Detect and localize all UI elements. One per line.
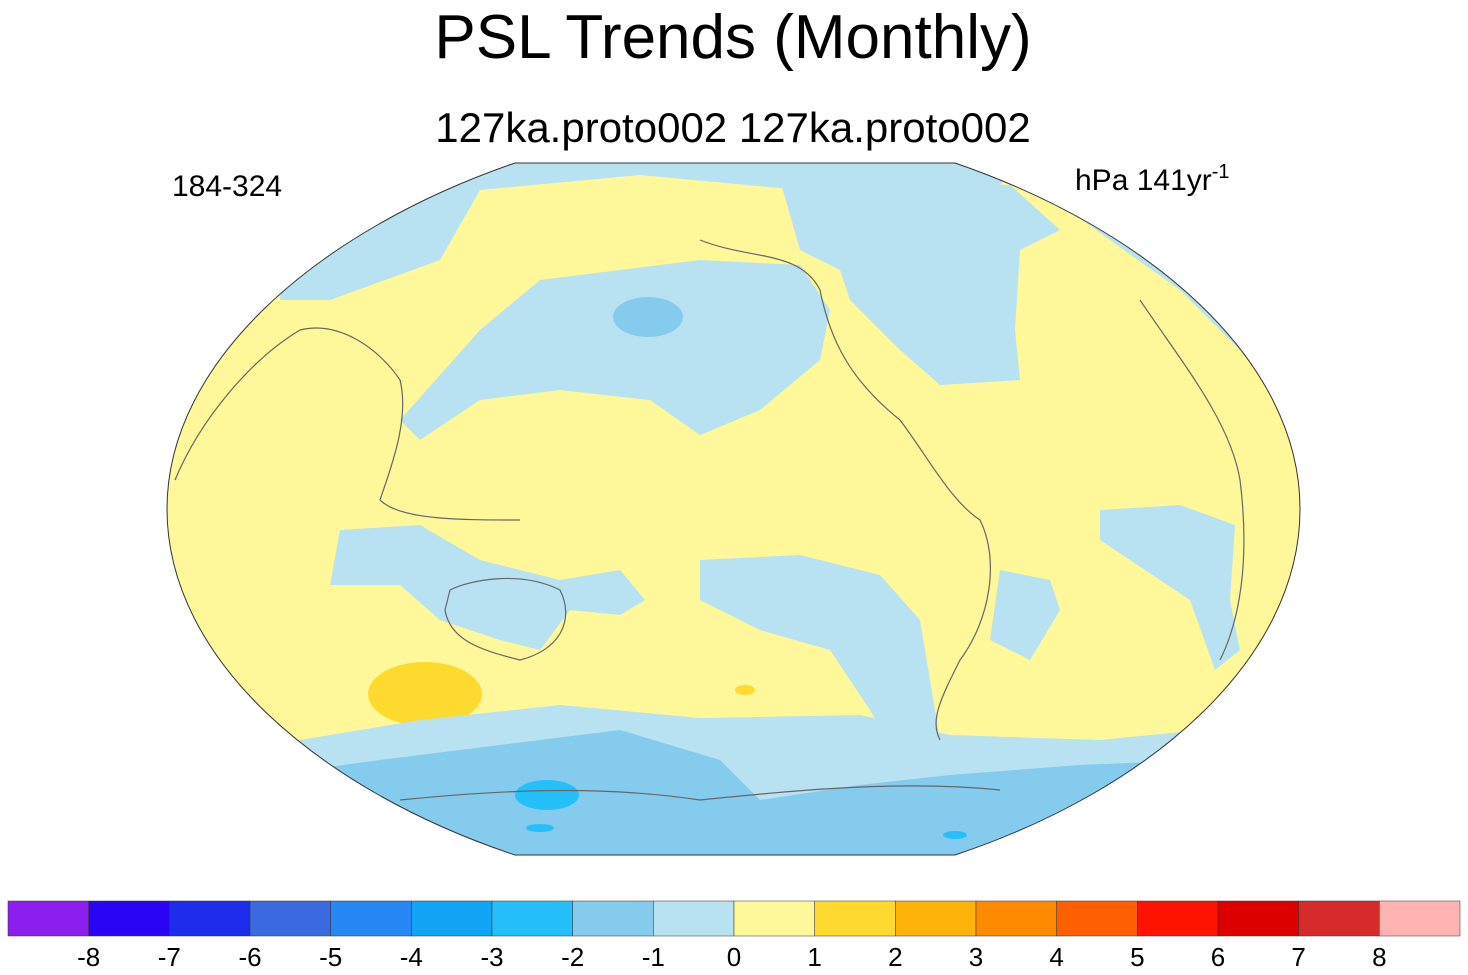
field-region <box>1100 505 1240 670</box>
field-region <box>700 555 940 760</box>
colorbar-box <box>653 900 735 937</box>
colorbar-box <box>975 900 1057 937</box>
colorbar-label: 4 <box>1049 942 1063 972</box>
colorbar-box <box>249 900 331 937</box>
colorbar-label: -4 <box>400 942 423 972</box>
colorbar-label: -7 <box>158 942 181 972</box>
field-region <box>280 163 1020 300</box>
field-region <box>990 570 1060 660</box>
colorbar-label: -3 <box>480 942 503 972</box>
field-region <box>526 824 554 832</box>
field-region <box>943 831 967 839</box>
left-label: 184-324 <box>172 170 282 203</box>
colorbar-box <box>491 900 573 937</box>
colorbar-label: 5 <box>1130 942 1144 972</box>
field-region <box>330 525 645 650</box>
colorbar-box <box>895 900 977 937</box>
colorbar: -8 -7 -6 -5 -4 -3 -2 -1 0 1 2 3 4 5 6 7 8 <box>7 900 1461 972</box>
field-region <box>368 662 482 726</box>
field-region <box>400 260 830 440</box>
colorbar-box <box>1056 900 1138 937</box>
subtitle: 127ka.proto002 127ka.proto002 <box>435 104 1031 151</box>
units-text: hPa 141yr <box>1075 164 1212 197</box>
colorbar-label: -8 <box>77 942 100 972</box>
map <box>167 163 1300 855</box>
units-superscript: -1 <box>1212 161 1230 183</box>
coastlines <box>174 239 1245 801</box>
field-region <box>735 685 755 695</box>
colorbar-label: 0 <box>727 942 741 972</box>
colorbar-box <box>411 900 493 937</box>
map-outline <box>166 162 1301 856</box>
colorbar-label: 3 <box>969 942 983 972</box>
units-label: hPa 141yr-1 <box>1075 161 1230 197</box>
title: PSL Trends (Monthly) <box>434 3 1031 72</box>
field-region <box>613 297 683 337</box>
colorbar-box <box>330 900 412 937</box>
colorbar-box <box>733 900 815 937</box>
field-region <box>167 730 1300 855</box>
colorbar-label: 6 <box>1211 942 1225 972</box>
colorbar-box <box>169 900 251 937</box>
colorbar-label: 8 <box>1372 942 1386 972</box>
colorbar-box <box>88 900 170 937</box>
colorbar-box <box>814 900 896 937</box>
field-region <box>780 180 1060 385</box>
colorbar-label: 7 <box>1291 942 1305 972</box>
colorbar-label: -2 <box>561 942 584 972</box>
colorbar-label: 2 <box>888 942 902 972</box>
colorbar-box <box>7 900 89 937</box>
colorbar-box <box>1298 900 1380 937</box>
colorbar-label: -5 <box>319 942 342 972</box>
colorbar-label: -1 <box>642 942 665 972</box>
colorbar-label: -6 <box>238 942 261 972</box>
colorbar-box <box>1137 900 1219 937</box>
colorbar-box <box>1379 900 1461 937</box>
colorbar-box <box>1217 900 1299 937</box>
colorbar-box <box>572 900 654 937</box>
colorbar-label: 1 <box>807 942 821 972</box>
field-region <box>515 780 579 810</box>
